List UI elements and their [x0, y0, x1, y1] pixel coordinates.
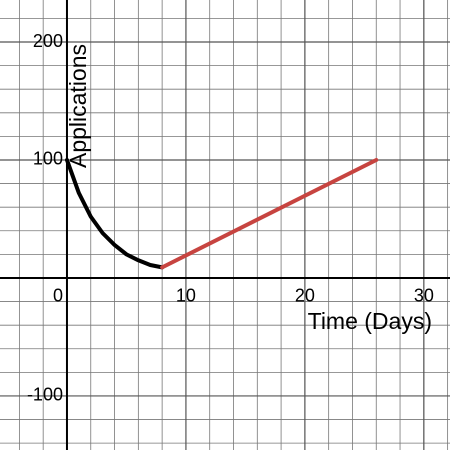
y-tick-label: 200 [33, 31, 63, 51]
x-tick-label: 30 [414, 286, 434, 306]
y-axis-label: Applications [65, 44, 91, 168]
data-line [64, 157, 165, 270]
y-tick-label: 100 [33, 149, 63, 169]
y-tick-label: -100 [27, 385, 63, 405]
x-tick-label: 0 [53, 286, 63, 306]
data-line [160, 157, 379, 270]
x-tick-label: 10 [176, 286, 196, 306]
x-tick-label: 20 [295, 286, 315, 306]
x-axis-label: Time (Days) [308, 308, 432, 334]
